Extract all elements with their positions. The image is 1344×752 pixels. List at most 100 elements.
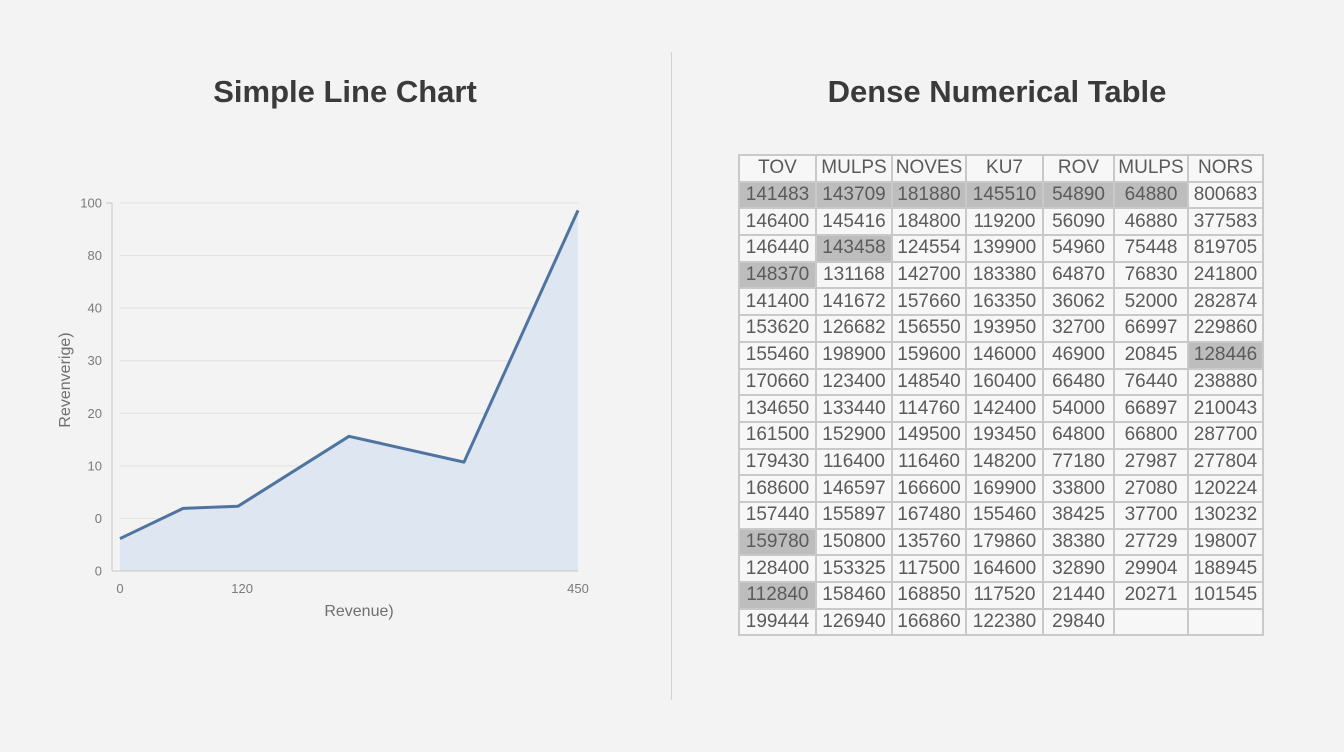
y-tick-label: 30 (88, 353, 102, 368)
table-header-cell: TOV (738, 154, 817, 183)
table-row: 161500 152900 149500 193450 64800 66800 287700 (738, 420, 1264, 450)
table-cell: 193450 (965, 420, 1044, 450)
table-header-cell: KU7 (965, 154, 1044, 183)
table-cell: 241800 (1187, 260, 1264, 290)
x-tick-label: 450 (567, 581, 589, 596)
table-cell: 156550 (891, 314, 967, 343)
table-cell: 158460 (815, 581, 893, 610)
table-row: 128400 153325 117500 164600 32890 29904 188945 (738, 554, 1264, 583)
chart-axes (106, 202, 578, 572)
table-cell: 157660 (891, 287, 967, 317)
table-cell: 168600 (738, 474, 817, 503)
table-cell: 32890 (1042, 554, 1115, 583)
table-cell: 155460 (738, 340, 817, 370)
table-cell: 188945 (1187, 554, 1264, 583)
table-cell: 152900 (815, 420, 893, 450)
table-cell: 148370 (738, 260, 817, 290)
table-cell: 133440 (815, 394, 893, 423)
table-row: 168600 146597 166600 169900 33800 27080 120224 (738, 474, 1264, 503)
table-cell: 76830 (1113, 260, 1189, 290)
table-cell: 54960 (1042, 234, 1115, 263)
table-cell: 112840 (738, 581, 817, 610)
table-header-cell: NOVES (891, 154, 967, 183)
table-body: 141483 143709 181880 145510 54890 64880 800683… (738, 180, 1264, 637)
table-cell: 32700 (1042, 314, 1115, 343)
table-cell: 155897 (815, 500, 893, 530)
table-cell: 181880 (891, 180, 967, 210)
y-tick-label: 80 (88, 248, 102, 263)
table-row: 146400 145416 184800 119200 56090 46880 377583 (738, 207, 1264, 237)
table-cell: 101545 (1187, 581, 1264, 610)
table-cell: 66800 (1113, 420, 1189, 450)
table-row: 199444 126940 166860 122380 29840 (738, 607, 1264, 637)
table-cell: 155460 (965, 500, 1044, 530)
table-cell: 77180 (1042, 447, 1115, 477)
table-cell: 141483 (738, 180, 817, 210)
table-cell: 160400 (965, 367, 1044, 397)
table-cell: 153325 (815, 554, 893, 583)
table-cell: 142400 (965, 394, 1044, 423)
table-cell: 64880 (1113, 180, 1189, 210)
table-cell: 157440 (738, 500, 817, 530)
table-row: 179430 116400 116460 148200 77180 27987 277804 (738, 447, 1264, 477)
table-cell: 126940 (815, 607, 893, 637)
table-cell: 46880 (1113, 207, 1189, 237)
table-row: 141400 141672 157660 163350 36062 52000 282874 (738, 287, 1264, 317)
table-cell: 52000 (1113, 287, 1189, 317)
table-cell: 198900 (815, 340, 893, 370)
table-cell: 146440 (738, 234, 817, 263)
table-cell: 800683 (1187, 180, 1264, 210)
table-cell: 377583 (1187, 207, 1264, 237)
chart-title: Simple Line Chart (213, 74, 477, 109)
table-cell: 139900 (965, 234, 1044, 263)
table-cell: 135760 (891, 527, 967, 557)
table-cell: 38380 (1042, 527, 1115, 557)
y-tick-label: 0 (95, 564, 102, 579)
y-tick-label: 40 (88, 301, 102, 316)
table-header-cell: ROV (1042, 154, 1115, 183)
table-cell: 159780 (738, 527, 817, 557)
table-cell: 123400 (815, 367, 893, 397)
table-header-cell: MULPS (1113, 154, 1189, 183)
table-cell: 54000 (1042, 394, 1115, 423)
table-cell: 66897 (1113, 394, 1189, 423)
table-cell: 198007 (1187, 527, 1264, 557)
table-cell: 149500 (891, 420, 967, 450)
table-cell: 124554 (891, 234, 967, 263)
table-cell: 148540 (891, 367, 967, 397)
table-row: 134650 133440 114760 142400 54000 66897 210043 (738, 394, 1264, 423)
chart-area-fill (120, 210, 578, 571)
table-row: 159780 150800 135760 179860 38380 27729 198007 (738, 527, 1264, 557)
table-cell: 37700 (1113, 500, 1189, 530)
y-tick-label: 10 (88, 458, 102, 473)
table-cell: 114760 (891, 394, 967, 423)
table-cell: 164600 (965, 554, 1044, 583)
table-cell: 27729 (1113, 527, 1189, 557)
table-cell: 143458 (815, 234, 893, 263)
table-cell: 75448 (1113, 234, 1189, 263)
table-row: 141483 143709 181880 145510 54890 64880 800683 (738, 180, 1264, 210)
table-cell: 210043 (1187, 394, 1264, 423)
table-row: 112840 158460 168850 117520 21440 20271 101545 (738, 581, 1264, 610)
table-cell: 117500 (891, 554, 967, 583)
table-cell: 66480 (1042, 367, 1115, 397)
table-cell: 130232 (1187, 500, 1264, 530)
table-cell: 150800 (815, 527, 893, 557)
table-cell: 183380 (965, 260, 1044, 290)
table-cell: 21440 (1042, 581, 1115, 610)
table-cell: 193950 (965, 314, 1044, 343)
x-tick-label: 0 (116, 581, 123, 596)
table-cell: 76440 (1113, 367, 1189, 397)
table-cell: 199444 (738, 607, 817, 637)
table-cell: 146400 (738, 207, 817, 237)
table-cell: 116460 (891, 447, 967, 477)
table-cell: 146000 (965, 340, 1044, 370)
y-tick-label: 0 (95, 511, 102, 526)
table-cell: 141400 (738, 287, 817, 317)
y-axis-label: Revenverige) (57, 332, 74, 427)
table-cell: 64800 (1042, 420, 1115, 450)
table-cell: 29904 (1113, 554, 1189, 583)
table-row: 157440 155897 167480 155460 38425 37700 130232 (738, 500, 1264, 530)
